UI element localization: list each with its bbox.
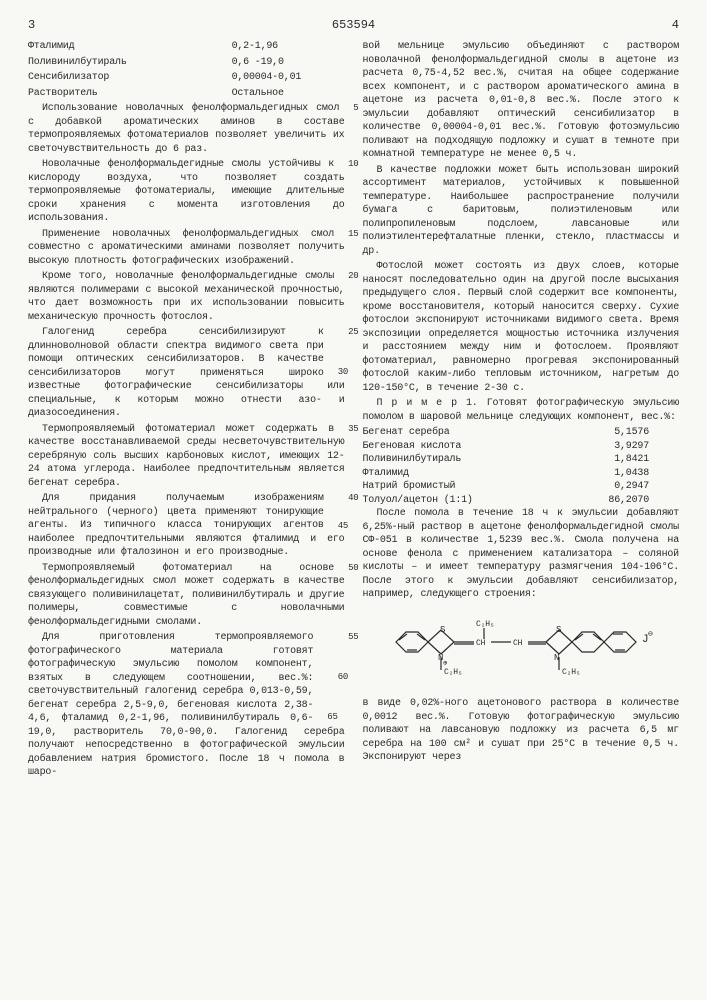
- page: 3 653594 4 Фталимид0,2-1,96 Поливинилбут…: [0, 0, 707, 800]
- paragraph: 20Кроме того, новолачные фенолформальдег…: [28, 270, 345, 324]
- composition-row: Сенсибилизатор0,00004-0,01: [28, 71, 345, 85]
- right-column: вой мельнице эмульсию объединяют с раств…: [363, 40, 680, 782]
- svg-text:S: S: [440, 625, 445, 635]
- svg-text:C₂H₅: C₂H₅: [476, 620, 494, 629]
- page-num-right: 4: [672, 18, 679, 32]
- paragraph: 50Термопроявляемый фотоматериал на основ…: [28, 562, 345, 630]
- paragraph: 556065Для приготовления термопроявляемог…: [28, 631, 345, 780]
- line-number: 10: [334, 158, 358, 170]
- line-number: 65: [313, 711, 337, 723]
- paragraph: 35Термопроявляемый фотоматериал может со…: [28, 423, 345, 491]
- page-header: 3 653594 4: [28, 18, 679, 32]
- svg-text:CH: CH: [513, 639, 523, 648]
- paragraph: После помола в течение 18 ч к эмульсии д…: [363, 507, 680, 602]
- line-number: 30: [324, 366, 348, 378]
- svg-text:C₂H₅: C₂H₅: [562, 668, 580, 677]
- svg-text:S: S: [556, 625, 561, 635]
- composition-row: Поливинилбутираль0,6 -19,0: [28, 56, 345, 70]
- composition-row: РастворительОстальное: [28, 87, 345, 101]
- example-row: Бегенат серебра5,1576: [363, 426, 680, 440]
- line-number: 25: [334, 326, 358, 338]
- line-number: 45: [324, 520, 348, 532]
- structure-svg: S N ⊕ CH CH C₂H₅ C₂H₅: [386, 612, 656, 682]
- example-row: Толуол/ацетон (1:1)86,2070: [363, 494, 680, 508]
- chemical-structure: S N ⊕ CH CH C₂H₅ C₂H₅: [363, 612, 680, 688]
- paragraph: Фотослой может состоять из двух слоев, к…: [363, 260, 680, 395]
- paragraph: 4045Для придания получаемым изображениям…: [28, 492, 345, 560]
- paragraph: П р и м е р 1. Готовят фотографическую э…: [363, 397, 680, 424]
- paragraph: В качестве подложки может быть использов…: [363, 164, 680, 259]
- line-number: 5: [339, 102, 358, 114]
- example-row: Фталимид1,0438: [363, 467, 680, 481]
- example-row: Натрий бромистый0,2947: [363, 480, 680, 494]
- line-number: 15: [334, 228, 358, 240]
- page-num-left: 3: [28, 18, 35, 32]
- paragraph: 5Использование новолачных фенолформальде…: [28, 102, 345, 156]
- composition-row: Фталимид0,2-1,96: [28, 40, 345, 54]
- patent-number: 653594: [332, 18, 375, 32]
- paragraph: 10Новолачные фенолформальдегидные смолы …: [28, 158, 345, 226]
- svg-text:⊕: ⊕: [443, 660, 448, 668]
- svg-text:C₂H₅: C₂H₅: [444, 668, 462, 677]
- line-number: 60: [324, 671, 348, 683]
- line-number: 40: [334, 492, 358, 504]
- line-number: 35: [334, 423, 358, 435]
- example-row: Поливинилбутираль1,8421: [363, 453, 680, 467]
- example-row: Бегеновая кислота3,9297: [363, 440, 680, 454]
- paragraph: 15Применение новолачных фенолформальдеги…: [28, 228, 345, 269]
- line-number: 50: [334, 562, 358, 574]
- paragraph: в виде 0,02%-ного ацетонового раствора в…: [363, 697, 680, 765]
- left-column: Фталимид0,2-1,96 Поливинилбутираль0,6 -1…: [28, 40, 345, 782]
- two-column-body: Фталимид0,2-1,96 Поливинилбутираль0,6 -1…: [28, 40, 679, 782]
- svg-text:CH: CH: [476, 639, 486, 648]
- line-number: 20: [334, 270, 358, 282]
- paragraph: вой мельнице эмульсию объединяют с раств…: [363, 40, 680, 162]
- svg-text:⊖: ⊖: [648, 630, 653, 639]
- paragraph: 2530Галогенид серебра сенсибилизируют к …: [28, 326, 345, 421]
- line-number: 55: [334, 631, 358, 643]
